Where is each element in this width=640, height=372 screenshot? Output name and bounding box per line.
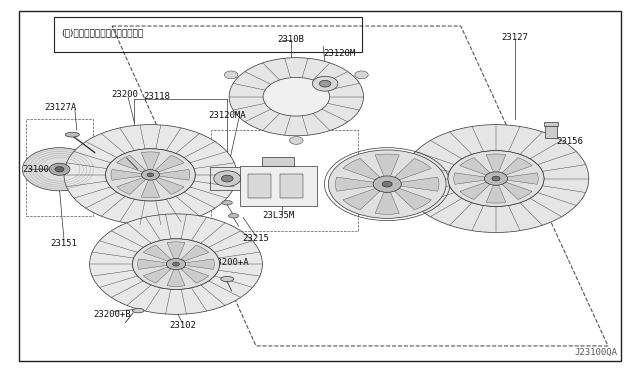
Circle shape — [319, 80, 331, 87]
Polygon shape — [454, 173, 484, 184]
Polygon shape — [486, 154, 506, 172]
Circle shape — [382, 181, 392, 187]
Circle shape — [214, 171, 241, 186]
Polygon shape — [343, 188, 380, 210]
Circle shape — [221, 175, 233, 182]
Circle shape — [403, 125, 589, 232]
Polygon shape — [159, 170, 190, 180]
FancyBboxPatch shape — [280, 174, 303, 198]
Text: 23102: 23102 — [169, 321, 196, 330]
Ellipse shape — [222, 201, 232, 205]
Polygon shape — [502, 158, 532, 175]
Polygon shape — [155, 155, 184, 172]
Polygon shape — [167, 242, 185, 259]
Circle shape — [448, 151, 544, 206]
Text: 23200+A: 23200+A — [212, 258, 249, 267]
Polygon shape — [394, 188, 431, 210]
Polygon shape — [502, 182, 532, 199]
Circle shape — [289, 137, 303, 144]
Ellipse shape — [132, 308, 144, 313]
Circle shape — [355, 71, 368, 79]
Ellipse shape — [65, 132, 79, 137]
Polygon shape — [181, 267, 209, 283]
Circle shape — [22, 148, 97, 191]
Polygon shape — [141, 180, 159, 198]
Ellipse shape — [221, 276, 234, 282]
Circle shape — [312, 76, 338, 91]
Circle shape — [166, 259, 186, 270]
Circle shape — [229, 58, 364, 136]
Circle shape — [492, 176, 500, 181]
Circle shape — [225, 71, 238, 79]
Circle shape — [90, 214, 262, 314]
Circle shape — [64, 125, 237, 225]
Circle shape — [106, 149, 195, 201]
Bar — [54, 17, 362, 52]
Bar — [545, 126, 557, 138]
Text: 23124: 23124 — [364, 183, 391, 192]
Polygon shape — [375, 154, 399, 176]
Polygon shape — [138, 259, 166, 269]
Circle shape — [55, 167, 64, 172]
Circle shape — [328, 150, 446, 218]
Polygon shape — [167, 270, 185, 286]
Text: 23200: 23200 — [111, 90, 138, 99]
FancyBboxPatch shape — [240, 166, 317, 206]
Polygon shape — [460, 182, 490, 199]
Polygon shape — [460, 158, 490, 175]
Text: 23120MA: 23120MA — [209, 111, 246, 120]
Ellipse shape — [228, 214, 239, 218]
Text: 2312OM: 2312OM — [323, 49, 355, 58]
FancyBboxPatch shape — [248, 174, 271, 198]
Text: 23118: 23118 — [143, 92, 170, 101]
Text: 23100: 23100 — [22, 165, 49, 174]
Polygon shape — [486, 185, 506, 203]
Circle shape — [147, 173, 154, 177]
Polygon shape — [143, 245, 171, 261]
Text: 23215: 23215 — [243, 234, 269, 243]
Circle shape — [263, 77, 330, 116]
Polygon shape — [111, 170, 141, 180]
Text: 2310B: 2310B — [278, 35, 305, 44]
Text: 23156: 23156 — [557, 137, 584, 146]
Polygon shape — [143, 267, 171, 283]
Text: J23100QA: J23100QA — [575, 348, 618, 357]
Polygon shape — [141, 152, 159, 170]
Polygon shape — [375, 192, 399, 214]
Text: 23200+B: 23200+B — [93, 310, 131, 319]
Polygon shape — [508, 173, 538, 184]
FancyBboxPatch shape — [262, 157, 294, 166]
Polygon shape — [335, 177, 374, 191]
FancyBboxPatch shape — [209, 167, 244, 190]
Bar — [544, 122, 558, 126]
Polygon shape — [343, 158, 380, 180]
Polygon shape — [155, 177, 184, 195]
Circle shape — [484, 172, 508, 185]
Text: 23127: 23127 — [502, 33, 529, 42]
Circle shape — [49, 163, 70, 175]
Polygon shape — [401, 177, 439, 191]
Circle shape — [106, 149, 195, 201]
Polygon shape — [116, 177, 146, 195]
Text: 23151: 23151 — [51, 239, 77, 248]
Circle shape — [141, 170, 159, 180]
Polygon shape — [181, 245, 209, 261]
Text: 23127A: 23127A — [45, 103, 77, 112]
Circle shape — [173, 262, 179, 266]
Text: 23L35M: 23L35M — [262, 211, 294, 220]
Circle shape — [448, 151, 544, 206]
Polygon shape — [186, 259, 214, 269]
Polygon shape — [116, 155, 146, 172]
Circle shape — [132, 239, 220, 289]
Text: (注)表記以外の構成部品は非販売: (注)表記以外の構成部品は非販売 — [61, 28, 143, 37]
Circle shape — [132, 239, 220, 289]
Circle shape — [373, 176, 401, 192]
Polygon shape — [394, 158, 431, 180]
